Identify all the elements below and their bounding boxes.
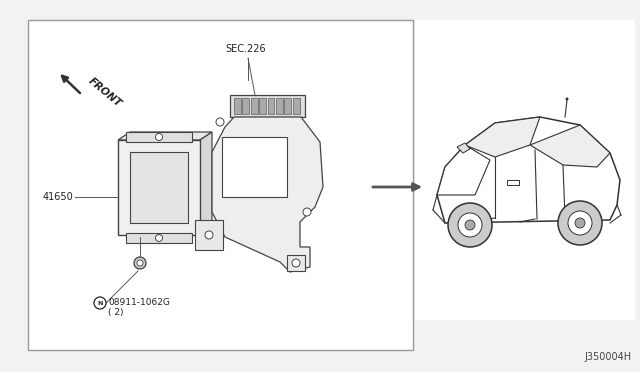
Text: J350004H: J350004H	[585, 352, 632, 362]
Circle shape	[292, 259, 300, 267]
Text: N: N	[97, 301, 102, 306]
Bar	[126, 233, 192, 243]
Circle shape	[134, 257, 146, 269]
Circle shape	[156, 134, 163, 141]
Text: 08911-1062G
( 2): 08911-1062G ( 2)	[108, 298, 170, 317]
Circle shape	[448, 203, 492, 247]
Text: FRONT: FRONT	[86, 76, 123, 109]
Circle shape	[94, 297, 106, 309]
Bar	[126, 132, 192, 142]
Polygon shape	[437, 117, 620, 223]
Polygon shape	[530, 125, 610, 167]
Polygon shape	[118, 132, 212, 140]
Polygon shape	[437, 145, 490, 195]
Bar	[222, 137, 287, 197]
Bar	[230, 95, 305, 117]
Bar	[195, 220, 223, 250]
Circle shape	[575, 218, 585, 228]
Circle shape	[566, 97, 568, 100]
Bar	[251, 98, 258, 114]
Circle shape	[137, 260, 143, 266]
Bar	[292, 98, 300, 114]
Polygon shape	[212, 117, 323, 272]
Text: 41650: 41650	[42, 192, 73, 202]
Polygon shape	[457, 143, 470, 153]
Bar	[268, 98, 275, 114]
Bar	[130, 152, 188, 223]
Circle shape	[216, 118, 224, 126]
Circle shape	[558, 201, 602, 245]
Polygon shape	[118, 140, 200, 235]
Bar	[415, 20, 635, 320]
Bar	[28, 20, 413, 350]
Bar	[243, 98, 249, 114]
Bar	[507, 180, 519, 185]
Circle shape	[205, 231, 213, 239]
Bar	[259, 98, 266, 114]
Bar	[234, 98, 241, 114]
Polygon shape	[200, 132, 212, 235]
Circle shape	[568, 211, 592, 235]
Bar	[284, 98, 291, 114]
Bar	[287, 255, 305, 271]
Circle shape	[465, 220, 475, 230]
Bar	[276, 98, 283, 114]
Circle shape	[458, 213, 482, 237]
Circle shape	[156, 234, 163, 241]
Circle shape	[303, 208, 311, 216]
Text: SEC.226: SEC.226	[225, 44, 266, 54]
Polygon shape	[465, 117, 540, 157]
